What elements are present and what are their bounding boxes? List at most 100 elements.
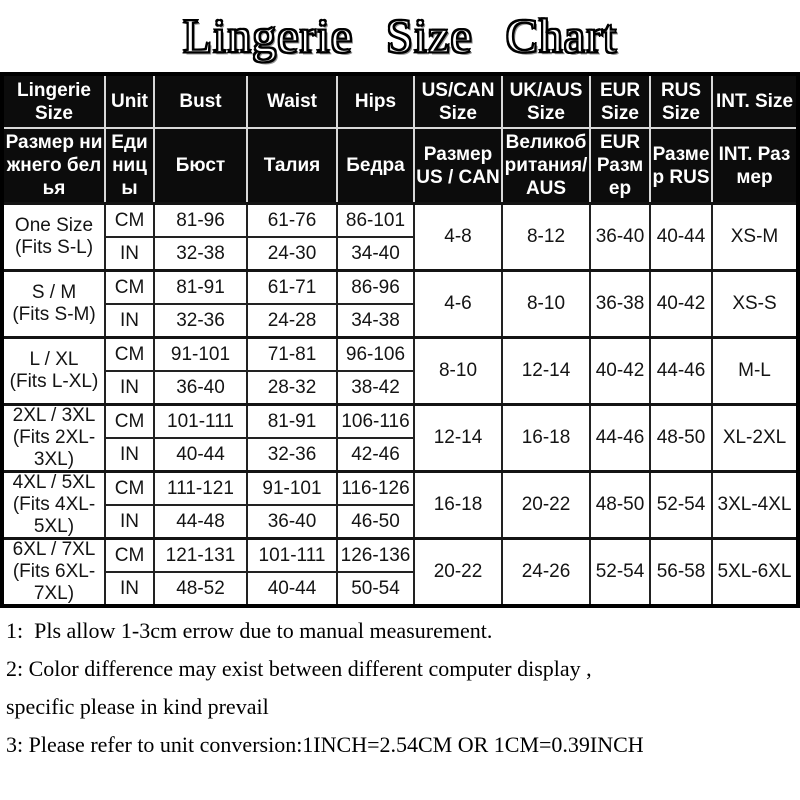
hips-in-value: 46-50	[336, 504, 415, 540]
size-chart-table: Lingerie Size Unit Bust Waist Hips US/CAN Siz…	[0, 72, 800, 608]
waist-cm-value: 71-81	[246, 336, 338, 372]
size-row-in: IN 36-40 28-32 38-42	[2, 370, 798, 406]
rus-value: 40-42	[649, 269, 713, 339]
size-fits: (Fits 2XL-3XL)	[12, 427, 96, 470]
size-fits: (Fits 6XL-7XL)	[12, 561, 96, 604]
unit-in-cell: IN	[104, 504, 155, 540]
rus-value: 48-50	[649, 403, 713, 473]
size-label-wrap: S / M (Fits S-M)	[4, 272, 104, 336]
waist-in-value: 32-36	[246, 437, 338, 473]
hips-in-value: 38-42	[336, 370, 415, 406]
waist-in-value: 28-32	[246, 370, 338, 406]
size-label-wrap: 4XL / 5XL (Fits 4XL-5XL)	[4, 473, 104, 537]
table-header: Lingerie Size Unit Bust Waist Hips US/CAN Siz…	[1, 73, 799, 205]
column-header-rus-size-ru: Размер RUS	[649, 127, 713, 205]
int-value: XL-2XL	[711, 403, 799, 473]
unit-cm-cell: CM	[104, 403, 155, 439]
size-name: S / M	[31, 282, 77, 303]
bust-cm-value: 81-91	[153, 269, 248, 305]
column-header-unit-ru: Единицы	[104, 127, 155, 205]
bust-in-value: 32-36	[153, 303, 248, 339]
size-fits: (Fits S-L)	[14, 237, 94, 258]
size-row-cm: 6XL / 7XL (Fits 6XL-7XL) CM 121-131 101-111 1…	[1, 537, 799, 607]
size-row-cm: One Size (Fits S-L) CM 81-96 61-76 86-101 4-8 8…	[1, 202, 799, 272]
rus-value: 56-58	[649, 537, 713, 607]
unit-in-cell: IN	[104, 370, 155, 406]
waist-in-value: 36-40	[246, 504, 338, 540]
size-label-cell: One Size (Fits S-L)	[1, 202, 106, 272]
waist-in-value: 40-44	[246, 571, 338, 607]
size-label-wrap: One Size (Fits S-L)	[4, 205, 104, 269]
hips-cm-value: 96-106	[336, 336, 415, 372]
size-name: 6XL / 7XL	[12, 540, 96, 560]
waist-cm-value: 61-71	[246, 269, 338, 305]
column-header-lingerie-size-en: Lingerie Size	[1, 73, 106, 129]
bust-in-value: 48-52	[153, 571, 248, 607]
waist-cm-value: 91-101	[246, 470, 338, 506]
us-can-value: 20-22	[413, 537, 503, 607]
unit-in-cell: IN	[104, 303, 155, 339]
column-header-lingerie-size-ru: Размер нижнего белья	[1, 127, 106, 205]
size-label-cell: L / XL (Fits L-XL)	[1, 336, 106, 406]
waist-cm-value: 61-76	[246, 202, 338, 238]
column-header-us-can-size-en: US/CAN Size	[413, 73, 503, 129]
size-row-in: IN 32-36 24-28 34-38	[2, 303, 798, 339]
footnote-2-cont: specific please in kind prevail	[6, 694, 269, 719]
uk-aus-value: 24-26	[501, 537, 591, 607]
int-value: XS-S	[711, 269, 799, 339]
column-header-uk-aus-size-ru: Великобритания/AUS	[501, 127, 591, 205]
hips-in-value: 42-46	[336, 437, 415, 473]
rus-value: 40-44	[649, 202, 713, 272]
waist-cm-value: 81-91	[246, 403, 338, 439]
eur-value: 44-46	[589, 403, 651, 473]
size-row-cm: L / XL (Fits L-XL) CM 91-101 71-81 96-106 8-10…	[1, 336, 799, 406]
title-bar: Lingerie Size Chart	[0, 0, 800, 72]
size-label-wrap: 2XL / 3XL (Fits 2XL-3XL)	[4, 406, 104, 470]
rus-value: 52-54	[649, 470, 713, 540]
size-name: 4XL / 5XL	[12, 473, 96, 493]
us-can-value: 4-6	[413, 269, 503, 339]
eur-value: 36-40	[589, 202, 651, 272]
footnotes: 1: Pls allow 1-3cm errow due to manual m…	[0, 608, 800, 758]
size-label-wrap: 6XL / 7XL (Fits 6XL-7XL)	[4, 540, 104, 604]
uk-aus-value: 16-18	[501, 403, 591, 473]
size-name: One Size	[14, 215, 94, 236]
bust-in-value: 36-40	[153, 370, 248, 406]
size-fits: (Fits 4XL-5XL)	[12, 494, 96, 537]
unit-cm-cell: CM	[104, 202, 155, 238]
bust-in-value: 40-44	[153, 437, 248, 473]
size-row-cm: 4XL / 5XL (Fits 4XL-5XL) CM 111-121 91-101 11…	[1, 470, 799, 540]
page-title: Lingerie Size Chart	[182, 9, 618, 64]
column-header-us-can-size-ru: Размер US / CAN	[413, 127, 503, 205]
waist-in-value: 24-28	[246, 303, 338, 339]
footnote-2: 2: Color difference may exist between di…	[6, 656, 592, 681]
size-fits: (Fits S-M)	[12, 304, 96, 325]
table-body: One Size (Fits S-L) CM 81-96 61-76 86-101 4-8 8…	[1, 202, 799, 607]
size-label-cell: 4XL / 5XL (Fits 4XL-5XL)	[1, 470, 106, 540]
rus-value: 44-46	[649, 336, 713, 406]
bust-in-value: 32-38	[153, 236, 248, 272]
footnote-3: 3: Please refer to unit conversion:1INCH…	[6, 732, 644, 757]
us-can-value: 8-10	[413, 336, 503, 406]
size-row-cm: 2XL / 3XL (Fits 2XL-3XL) CM 101-111 81-91 106…	[1, 403, 799, 473]
footnote-1: 1: Pls allow 1-3cm errow due to manual m…	[6, 618, 493, 643]
size-row-in: IN 48-52 40-44 50-54	[2, 571, 798, 607]
bust-cm-value: 81-96	[153, 202, 248, 238]
size-label-cell: S / M (Fits S-M)	[1, 269, 106, 339]
column-header-unit-en: Unit	[104, 73, 155, 129]
unit-in-cell: IN	[104, 437, 155, 473]
hips-in-value: 34-38	[336, 303, 415, 339]
column-header-eur-size-en: EUR Size	[589, 73, 651, 129]
hips-in-value: 50-54	[336, 571, 415, 607]
size-name: L / XL	[29, 349, 79, 370]
hips-in-value: 34-40	[336, 236, 415, 272]
size-label-cell: 6XL / 7XL (Fits 6XL-7XL)	[1, 537, 106, 607]
uk-aus-value: 8-12	[501, 202, 591, 272]
int-value: 3XL-4XL	[711, 470, 799, 540]
size-label-wrap: L / XL (Fits L-XL)	[4, 339, 104, 403]
hips-cm-value: 86-96	[336, 269, 415, 305]
size-row-in: IN 32-38 24-30 34-40	[2, 236, 798, 272]
size-row-cm: S / M (Fits S-M) CM 81-91 61-71 86-96 4-6 8-10 3…	[1, 269, 799, 339]
unit-in-cell: IN	[104, 571, 155, 607]
